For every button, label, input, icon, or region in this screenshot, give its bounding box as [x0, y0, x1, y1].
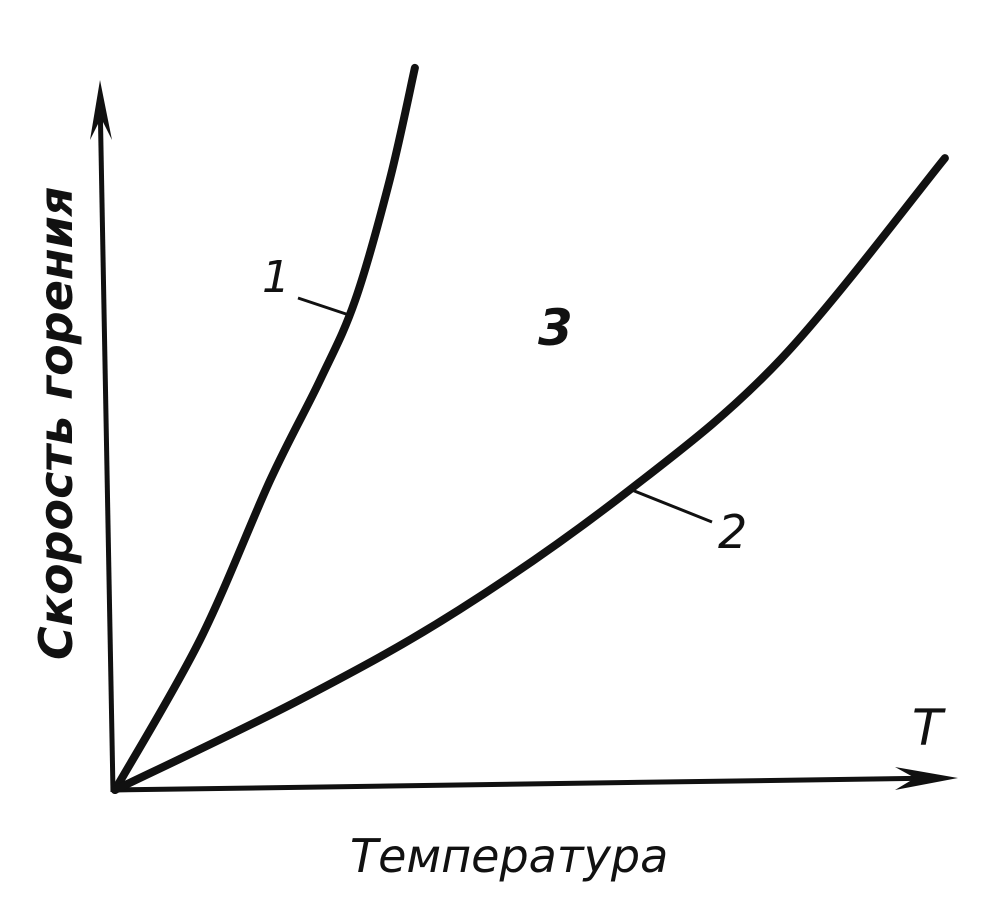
curves — [111, 63, 949, 794]
leader-line-2 — [631, 488, 713, 524]
series-label-2: 2 — [718, 505, 747, 559]
y-axis — [97, 94, 116, 793]
x-axis-symbol: T — [912, 699, 946, 757]
y-axis-label: Скорость горения — [29, 187, 83, 660]
x-axis-label: Температура — [350, 829, 668, 883]
axes — [90, 80, 958, 793]
y-axis-arrow — [90, 80, 112, 140]
curve-2 — [111, 154, 949, 794]
curve-1 — [111, 63, 419, 794]
leader-line-1 — [297, 296, 353, 318]
series-label-1: 1 — [262, 252, 290, 303]
x-axis-arrow — [895, 767, 958, 790]
region-label-3: 3 — [538, 299, 573, 357]
x-axis — [112, 775, 941, 793]
